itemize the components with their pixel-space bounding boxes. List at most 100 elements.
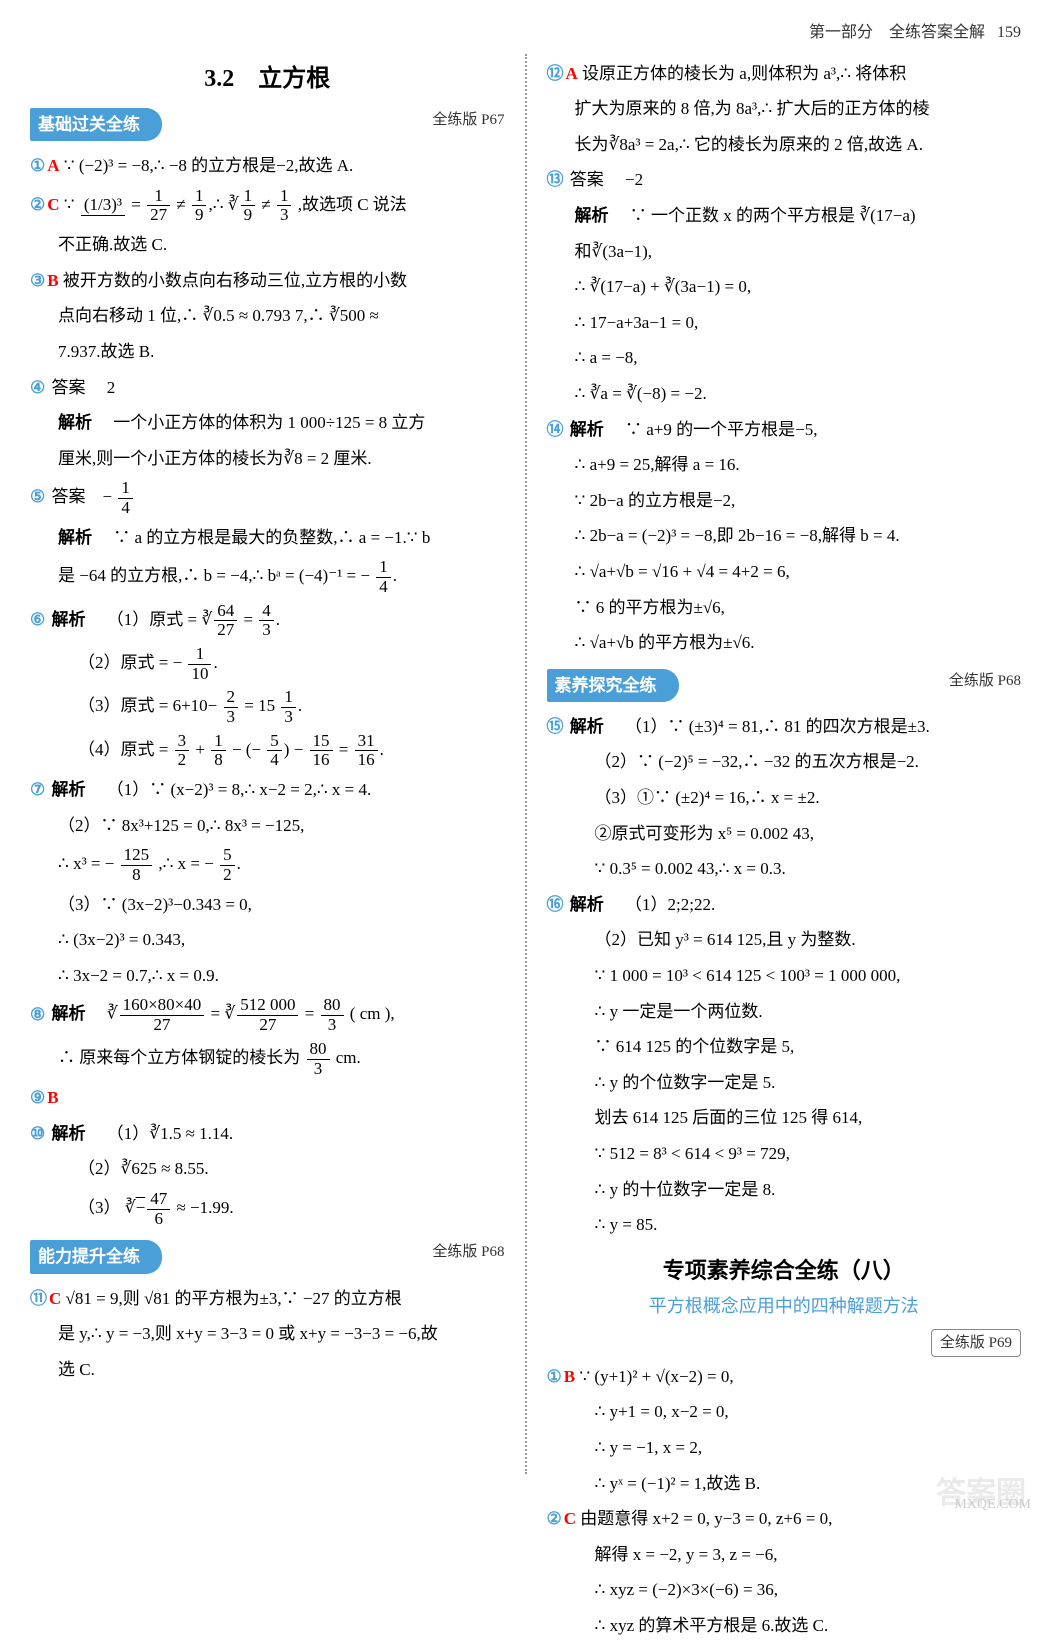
q15-label: 解析 — [570, 717, 604, 736]
q6-4: （4）原式 = — [78, 740, 168, 759]
q16-5: ∵ 614 125 的个位数字是 5, — [547, 1032, 1022, 1063]
q15-1: （1）∵ (±3)⁴ = 81,∴ 81 的四次方根是±3. — [625, 717, 930, 736]
frac: 512 00027 — [237, 996, 298, 1034]
q6-3: （3）原式 = 6+10− — [78, 696, 217, 715]
literacy-section-header: 素养探究全练 全练版 P68 — [547, 669, 1022, 707]
page-ref-p68a: 全练版 P68 — [432, 1240, 504, 1264]
c1-3: ∴ y = −1, x = 2, — [547, 1433, 1022, 1464]
q13-4: ∴ 17−a+3a−1 = 0, — [547, 308, 1022, 339]
item-4: ④ 答案 2 — [30, 373, 505, 404]
q7-2b: ∴ x³ = − — [58, 854, 114, 873]
q-number: ⑤ — [30, 482, 45, 513]
section-title: 3.2 立方根 — [30, 60, 505, 98]
item-10: ⑩ 解析 （1）∛1.5 ≈ 1.14. — [30, 1119, 505, 1150]
q4-exp-row: 解析 一个小正方体的体积为 1 000÷125 = 8 立方 — [30, 408, 505, 439]
watermark-url: MXQE.COM — [954, 1494, 1031, 1516]
q16-10: ∴ y = 85. — [547, 1210, 1022, 1241]
item-6: ⑥ 解析 （1）原式 = ∛6427 = 43. — [30, 602, 505, 640]
frac: 54 — [267, 732, 282, 770]
q6-2: （2）原式 = − — [78, 653, 182, 672]
q2b: ,故选项 C 说法 — [298, 195, 407, 214]
frac: 6427 — [214, 602, 237, 640]
page-ref-p68b: 全练版 P68 — [949, 669, 1021, 693]
frac: 14 — [118, 479, 133, 517]
item-3: ③B 被开方数的小数点向右移动三位,立方根的小数 — [30, 266, 505, 297]
left-column: 3.2 立方根 基础过关全练 全练版 P67 ①A ∵ (−2)³ = −8,∴… — [30, 54, 505, 1647]
q-number: ① — [30, 151, 45, 182]
q-number: ② — [30, 190, 45, 221]
q10-2: （2）∛625 ≈ 8.55. — [30, 1154, 505, 1185]
q4-exp: 一个小正方体的体积为 1 000÷125 = 8 立方 — [113, 413, 425, 432]
frac: 110 — [188, 645, 211, 683]
answer-letter: B — [47, 271, 58, 290]
q15-2: （2）∵ (−2)⁵ = −32,∴ −32 的五次方根是−2. — [547, 747, 1022, 778]
q7-3: （3）∵ (3x−2)³−0.343 = 0, — [30, 890, 505, 921]
q13-3: ∴ ∛(17−a) + ∛(3a−1) = 0, — [547, 272, 1022, 303]
frac: 476 — [147, 1190, 170, 1228]
q16-1: （1）2;2;22. — [625, 895, 715, 914]
q-number: ⑩ — [30, 1119, 45, 1150]
q5-exp1: ∵ a 的立方根是最大的负整数,∴ a = −1.∵ b — [113, 528, 430, 547]
q-number: ① — [547, 1362, 562, 1393]
answer-letter: B — [47, 1088, 58, 1107]
q6-label: 解析 — [52, 610, 86, 629]
frac: 52 — [220, 846, 235, 884]
q-number: ⑦ — [30, 775, 45, 806]
q-number: ③ — [30, 266, 45, 297]
two-column-layout: 3.2 立方根 基础过关全练 全练版 P67 ① A ∵ (−2)³ = −8,∴… — [30, 54, 1021, 1647]
literacy-badge: 素养探究全练 — [547, 669, 679, 702]
q14-1: ∵ a+9 的一个平方根是−5, — [625, 420, 817, 439]
q7-2c: ,∴ x = − — [158, 854, 214, 873]
q-number: ④ — [30, 373, 45, 404]
q-number: ⑧ — [30, 1000, 45, 1031]
frac: 19 — [192, 187, 207, 225]
frac: 127 — [147, 187, 170, 225]
q7-2: （2）∵ 8x³+125 = 0,∴ 8x³ = −125, — [30, 811, 505, 842]
q10-label: 解析 — [52, 1124, 86, 1143]
q4-exp-label: 解析 — [58, 413, 92, 432]
frac: 13 — [281, 688, 296, 726]
item-15: ⑮ 解析 （1）∵ (±3)⁴ = 81,∴ 81 的四次方根是±3. — [547, 712, 1022, 743]
q15-4: ②原式可变形为 x⁵ = 0.002 43, — [547, 819, 1022, 850]
q6-2-row: （2）原式 = − 110. — [30, 645, 505, 683]
q13-label: 答案 — [570, 170, 604, 189]
q8-2b: cm. — [336, 1048, 361, 1067]
q7-3c: ∴ 3x−2 = 0.7,∴ x = 0.9. — [30, 961, 505, 992]
q-number: ⑨ — [30, 1083, 45, 1114]
q14-6: ∵ 6 的平方根为±√6, — [547, 593, 1022, 624]
page-ref-p69: 全练版 P69 — [931, 1329, 1021, 1357]
frac: 1258 — [121, 846, 153, 884]
ability-badge: 能力提升全练 — [30, 1240, 162, 1273]
item-7: ⑦ 解析 （1）∵ (x−2)³ = 8,∴ x−2 = 2,∴ x = 4. — [30, 775, 505, 806]
q10-1: （1）∛1.5 ≈ 1.14. — [107, 1124, 233, 1143]
frac: 803 — [321, 996, 344, 1034]
q6-3b: = 15 — [244, 696, 275, 715]
frac: 32 — [175, 732, 190, 770]
q15-3: （3）①∵ (±2)⁴ = 16,∴ x = ±2. — [547, 783, 1022, 814]
q15-5: ∵ 0.3⁵ = 0.002 43,∴ x = 0.3. — [547, 854, 1022, 885]
q1-text: ∵ (−2)³ = −8,∴ −8 的立方根是−2,故选 A. — [64, 156, 354, 175]
basic-section-header: 基础过关全练 全练版 P67 — [30, 108, 505, 146]
q3a: 被开方数的小数点向右移动三位,立方根的小数 — [63, 271, 407, 290]
q-number: ⑯ — [547, 890, 564, 921]
q2a: ∵ — [64, 195, 75, 214]
q16-8: ∵ 512 = 8³ < 614 < 9³ = 729, — [547, 1139, 1022, 1170]
q14-5: ∴ √a+√b = √16 + √4 = 4+2 = 6, — [547, 557, 1022, 588]
item-9: ⑨B — [30, 1083, 505, 1114]
q16-6: ∴ y 的个位数字一定是 5. — [547, 1068, 1022, 1099]
frac: 14 — [376, 558, 391, 596]
q6-4-row: （4）原式 = 32 + 18 − (− 54) − 1516 = 3116. — [30, 732, 505, 770]
q16-2: （2）已知 y³ = 614 125,且 y 为整数. — [547, 925, 1022, 956]
c2-4: ∴ xyz 的算术平方根是 6.故选 C. — [547, 1611, 1022, 1642]
q13-6: ∴ ∛a = ∛(−8) = −2. — [547, 379, 1022, 410]
q8-2-row: ∴ 原来每个立方体钢锭的棱长为 803 cm. — [30, 1040, 505, 1078]
answer-letter: A — [566, 64, 578, 83]
q7-label: 解析 — [52, 780, 86, 799]
q13-5: ∴ a = −8, — [547, 343, 1022, 374]
q7-1: （1）∵ (x−2)³ = 8,∴ x−2 = 2,∴ x = 4. — [107, 780, 372, 799]
item-2: ②C ∵ (1/3)³ = 127 ≠ 19,∴ ∛19 ≠ 13 ,故选项 C… — [30, 187, 505, 225]
q-number: ⑪ — [30, 1284, 47, 1315]
q-number: ⑥ — [30, 605, 45, 636]
q6-3-row: （3）原式 = 6+10− 23 = 15 13. — [30, 688, 505, 726]
page-header: 第一部分 全练答案全解 159 — [30, 20, 1021, 46]
